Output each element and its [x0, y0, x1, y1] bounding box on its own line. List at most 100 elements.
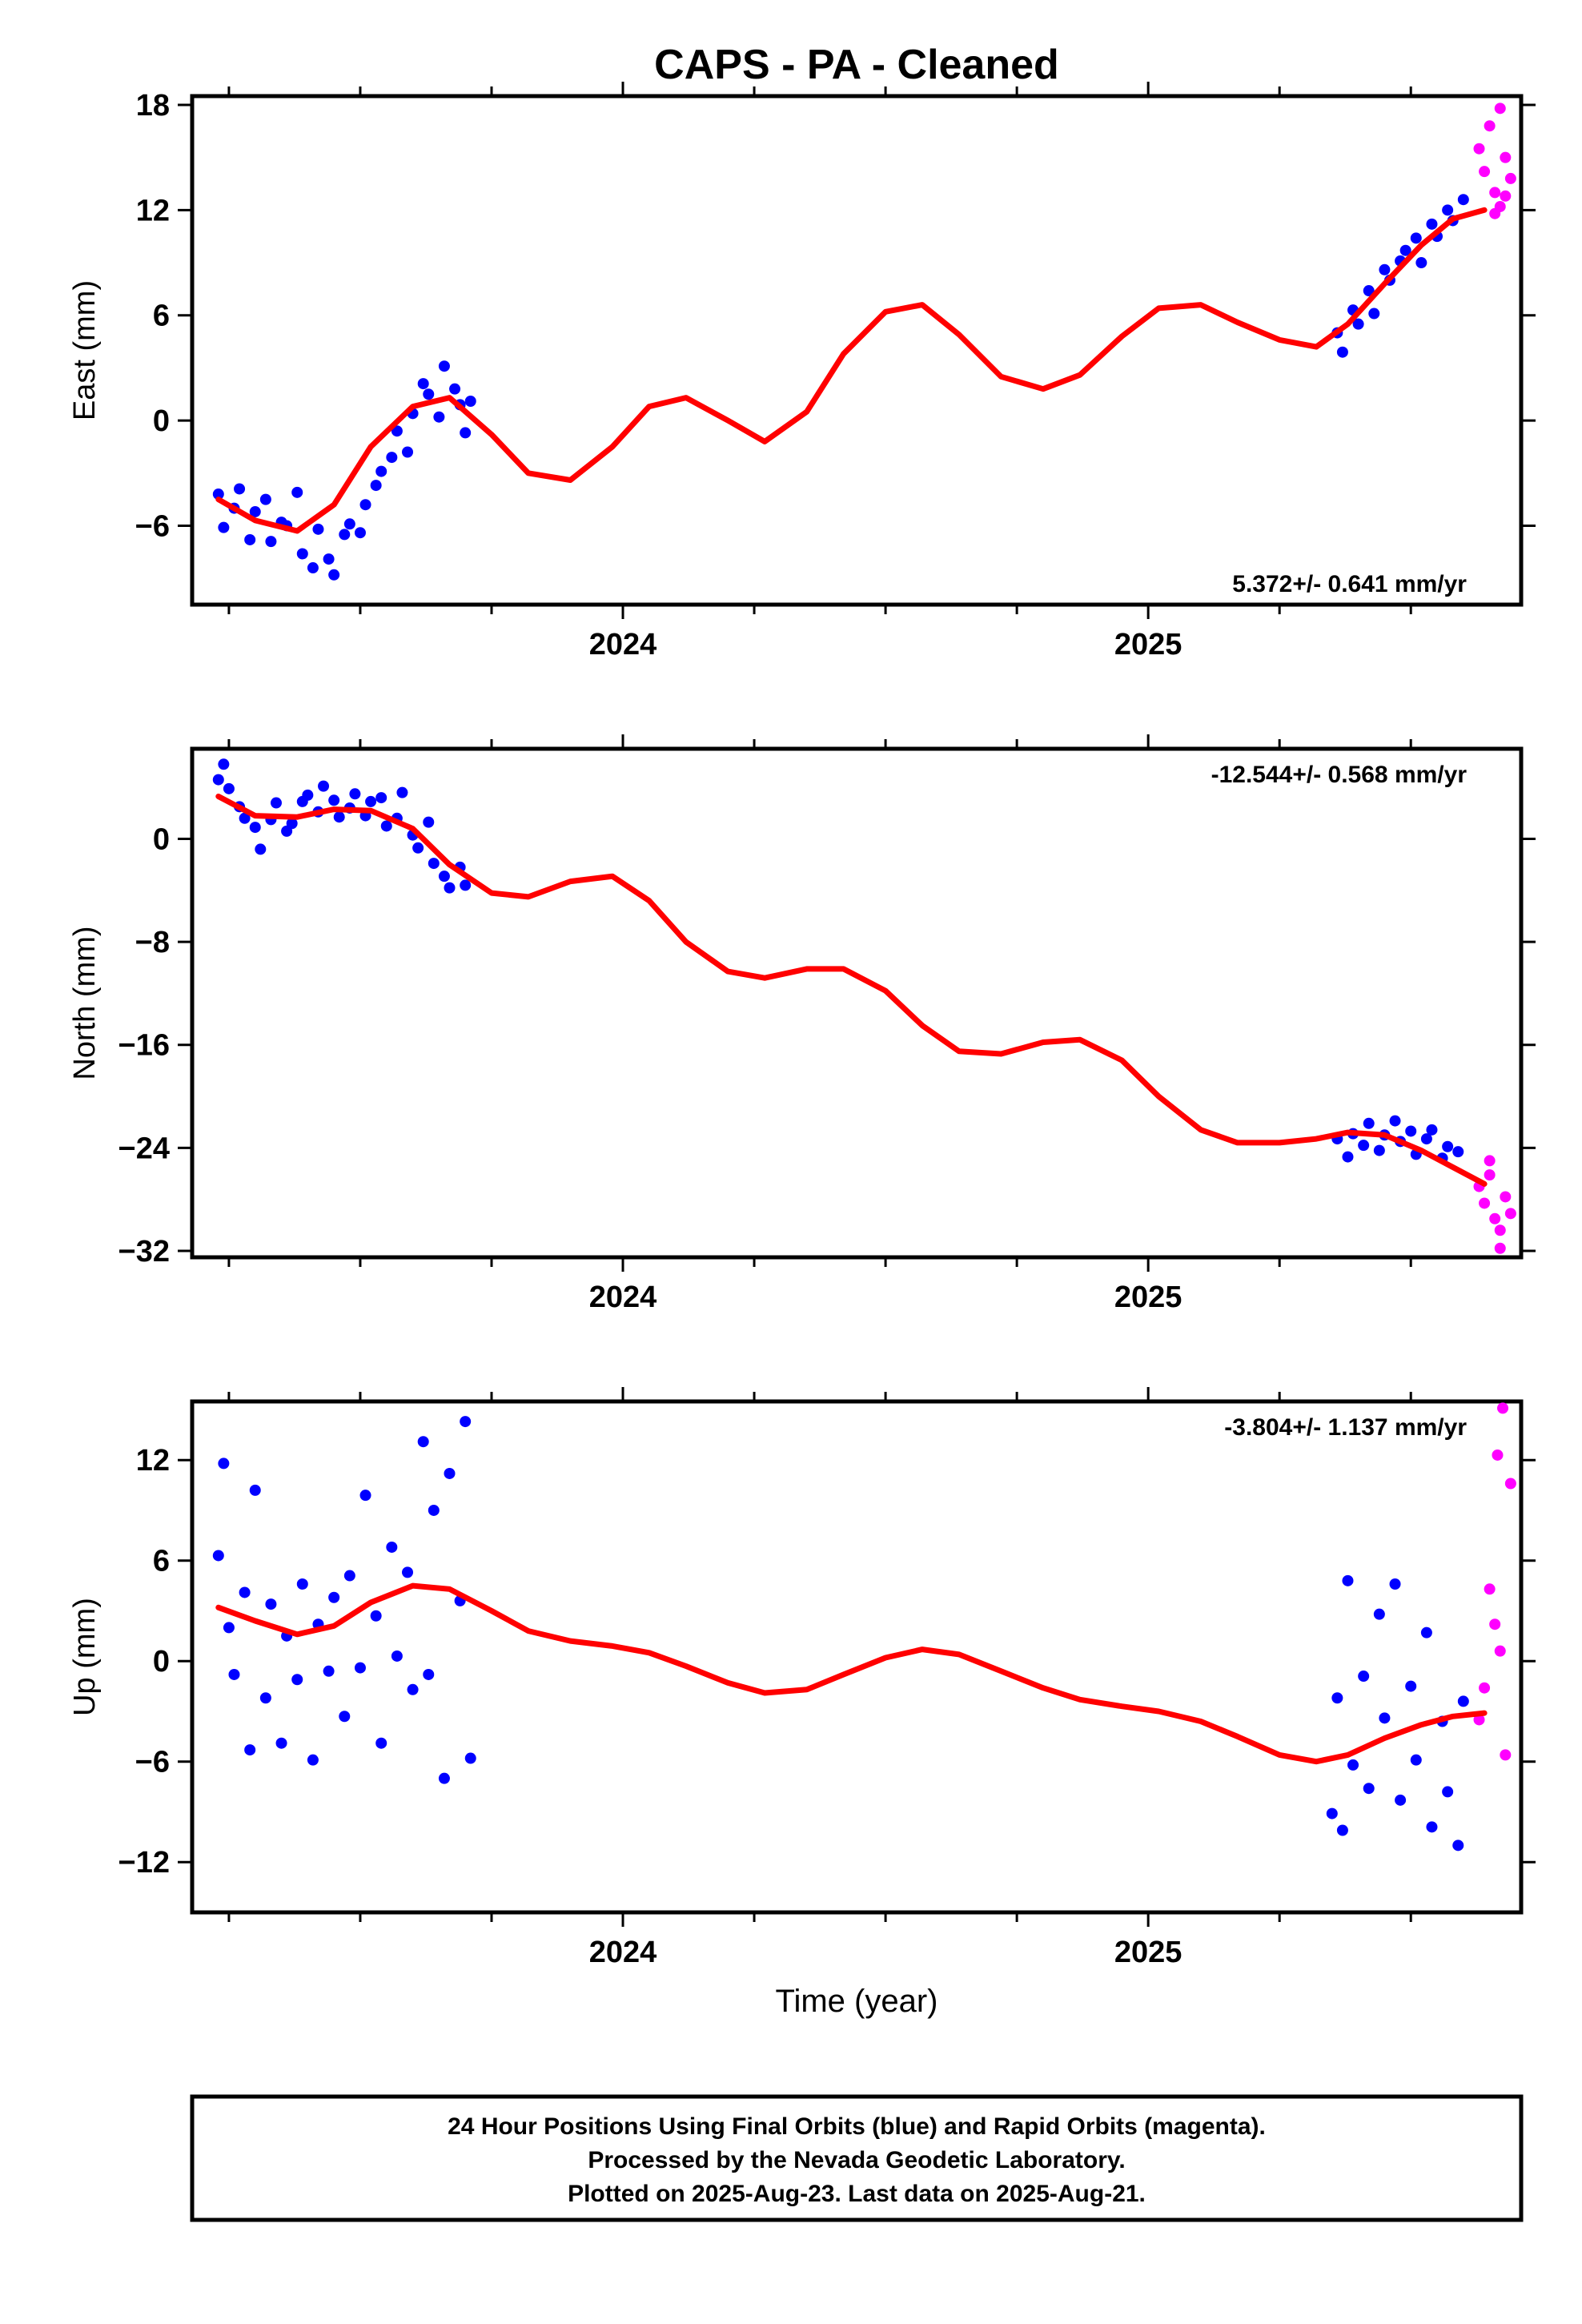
east-final-point — [1336, 346, 1348, 358]
east-final-point — [1352, 318, 1364, 330]
up-final-point — [359, 1490, 371, 1502]
east-final-point — [244, 533, 256, 545]
east-rapid-point — [1473, 143, 1485, 155]
north-final-point — [270, 797, 282, 809]
up-final-point — [265, 1598, 277, 1610]
x-axis-title: Time (year) — [776, 1984, 938, 2019]
east-final-point — [339, 529, 351, 541]
north-final-point — [249, 822, 261, 834]
east-rate-label: 5.372+/- 0.641 mm/yr — [1232, 571, 1467, 597]
east-y-axis-label: East (mm) — [68, 280, 102, 420]
east-final-point — [259, 493, 271, 505]
up-final-point — [423, 1668, 435, 1680]
up-final-point — [259, 1692, 271, 1704]
north-model-curve — [215, 794, 1488, 1187]
up-y-tick-label: −6 — [135, 1746, 170, 1779]
north-final-point — [1442, 1140, 1454, 1152]
up-rapid-point — [1494, 1645, 1506, 1657]
up-final-point — [1347, 1759, 1359, 1771]
north-rapid-point — [1494, 1224, 1506, 1236]
east-final-point — [433, 411, 445, 423]
footer-line-3: Plotted on 2025-Aug-23. Last data on 202… — [568, 2181, 1146, 2207]
east-final-point — [449, 383, 461, 395]
east-rapid-point — [1504, 172, 1516, 184]
east-final-point — [218, 521, 230, 533]
north-final-point — [412, 842, 424, 854]
east-final-point — [296, 548, 308, 560]
north-rapid-point — [1494, 1242, 1506, 1254]
east-final-point — [438, 360, 450, 372]
north-rapid-point — [1504, 1208, 1516, 1220]
up-rapid-point — [1473, 1714, 1485, 1726]
north-final-point — [255, 843, 267, 855]
east-final-point — [1410, 232, 1422, 244]
north-y-tick-label: −32 — [118, 1235, 170, 1269]
up-final-point — [1342, 1574, 1354, 1586]
north-final-point — [318, 780, 330, 792]
north-final-point — [286, 818, 298, 830]
up-final-point — [407, 1683, 419, 1695]
up-final-point — [223, 1622, 235, 1634]
east-rapid-point — [1479, 166, 1491, 178]
up-final-point — [1373, 1608, 1385, 1620]
east-final-point — [212, 489, 224, 501]
up-final-point — [1331, 1692, 1343, 1704]
east-plot-frame — [190, 94, 1524, 607]
up-final-point — [1379, 1712, 1391, 1724]
east-final-point — [265, 536, 277, 548]
east-final-point — [402, 446, 414, 458]
up-y-tick-label: −12 — [118, 1846, 170, 1880]
north-rapid-point — [1484, 1155, 1496, 1167]
north-rapid-point — [1479, 1197, 1491, 1209]
north-final-point — [1420, 1133, 1432, 1145]
east-y-tick-label: 0 — [153, 404, 170, 438]
north-rapid-point — [1500, 1191, 1512, 1203]
east-final-point — [249, 505, 261, 517]
east-rapid-point — [1484, 120, 1496, 132]
east-y-tick-label: −6 — [135, 509, 170, 543]
east-final-point — [375, 465, 387, 477]
north-final-point — [380, 820, 392, 832]
north-x-tick-label: 2025 — [1114, 1281, 1182, 1314]
up-final-point — [1336, 1824, 1348, 1836]
up-rapid-point — [1504, 1478, 1516, 1490]
north-final-point — [365, 795, 377, 807]
up-final-point — [239, 1586, 251, 1598]
north-final-point — [218, 758, 230, 770]
north-rapid-point — [1484, 1169, 1496, 1181]
north-final-point — [438, 870, 450, 883]
up-final-point — [307, 1754, 319, 1766]
east-rapid-point — [1500, 151, 1512, 163]
north-final-point — [212, 774, 224, 786]
east-rapid-point — [1489, 187, 1501, 199]
up-final-point — [328, 1591, 340, 1603]
up-final-point — [343, 1570, 355, 1582]
north-y-tick-label: 0 — [153, 823, 170, 857]
up-final-point — [1395, 1794, 1407, 1806]
north-final-point — [423, 816, 435, 828]
up-final-point — [291, 1674, 303, 1686]
east-final-point — [386, 452, 398, 464]
up-final-point — [1452, 1839, 1464, 1852]
east-final-point — [1426, 218, 1438, 230]
up-y-tick-label: 0 — [153, 1645, 170, 1679]
east-y-tick-label: 12 — [136, 194, 170, 227]
north-final-point — [333, 811, 345, 823]
east-rapid-point — [1494, 103, 1506, 115]
up-final-point — [1358, 1671, 1370, 1683]
up-final-point — [1442, 1786, 1454, 1798]
north-rapid-point — [1489, 1212, 1501, 1224]
up-rapid-point — [1500, 1749, 1512, 1761]
north-final-point — [428, 858, 440, 870]
up-final-point — [1326, 1807, 1338, 1819]
east-final-point — [464, 396, 476, 407]
east-final-point — [312, 523, 324, 535]
up-final-point — [212, 1550, 224, 1562]
east-rapid-point — [1489, 207, 1501, 219]
up-final-point — [444, 1467, 456, 1479]
up-final-point — [428, 1504, 440, 1516]
up-final-point — [228, 1668, 240, 1680]
up-y-tick-label: 12 — [136, 1444, 170, 1478]
east-final-point — [1363, 285, 1375, 297]
up-final-point — [323, 1665, 335, 1677]
